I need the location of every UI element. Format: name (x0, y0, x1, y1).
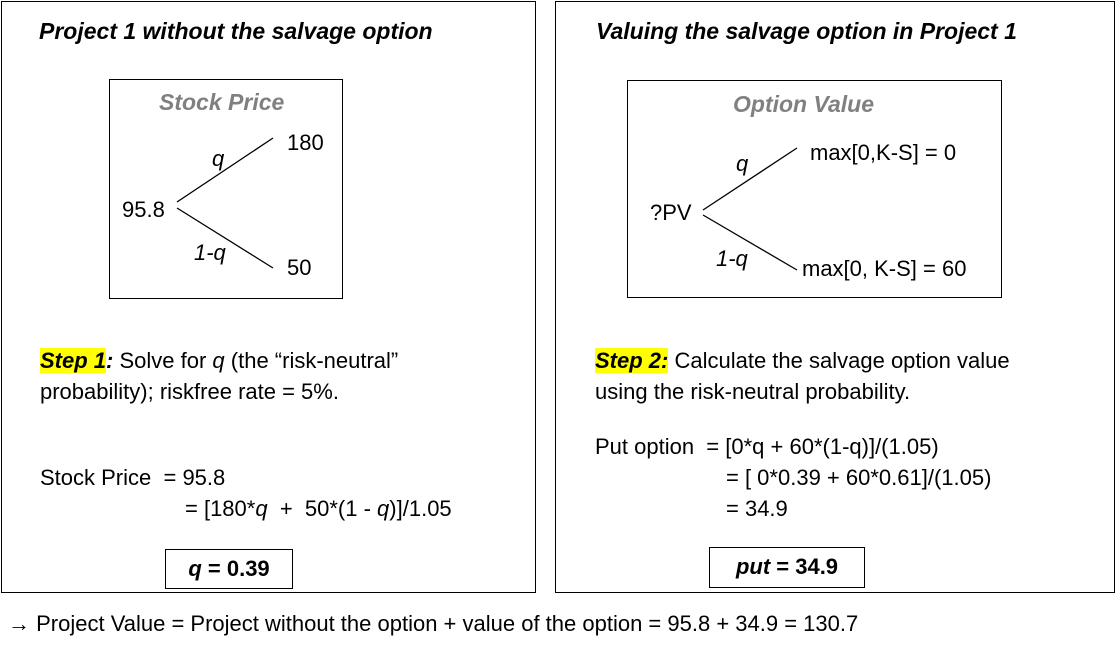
step1-text: Step 1: Solve for q (the “risk-neutral” (40, 348, 398, 374)
stock-price-equation-1: Stock Price = 95.8 (40, 465, 226, 490)
put-option-equation-2: = [ 0*0.39 + 60*0.61]/(1.05) (726, 465, 992, 490)
left-panel-title: Project 1 without the salvage option (39, 18, 433, 44)
q-result-var: q (188, 556, 202, 581)
option-up-value: max[0,K-S] = 0 (810, 140, 957, 165)
put-option-equation-3: = 34.9 (726, 496, 788, 521)
option-root-value: ?PV (650, 200, 692, 225)
stock-root-value: 95.8 (122, 197, 165, 222)
stock-down-prob-label: 1-q (194, 240, 226, 265)
stock-up-prob-label: q (212, 146, 225, 171)
eq2-part-b: + 50*(1 - (267, 496, 378, 521)
q-result-box: q = 0.39 (165, 549, 293, 589)
option-down-branch-line (702, 214, 798, 271)
step1-q: q (212, 348, 225, 373)
eq2-part-a: = [180* (185, 496, 256, 521)
up-branch-line (176, 137, 274, 203)
step1-text-2: (the “risk-neutral” (224, 348, 399, 373)
put-result-value: = 34.9 (770, 554, 839, 579)
option-down-value: max[0, K-S] = 60 (802, 256, 967, 281)
option-value-tree-title: Option Value (733, 91, 874, 117)
project-value-summary: → Project Value = Project without the op… (8, 611, 859, 636)
eq2-part-c: )]/1.05 (389, 496, 452, 521)
put-option-equation-1: Put option = [0*q + 60*(1-q)]/(1.05) (595, 434, 939, 459)
step2-text-1: Calculate the salvage option value (668, 348, 1010, 373)
stock-price-equation-2: = [180*q + 50*(1 - q)]/1.05 (185, 496, 452, 522)
stock-down-value: 50 (287, 255, 312, 280)
stock-price-tree-title: Stock Price (159, 89, 285, 115)
down-branch-line (176, 207, 274, 269)
step2-line2: using the risk-neutral probability. (595, 379, 911, 404)
step2-label: Step 2: (595, 348, 669, 373)
put-result-box: put = 34.9 (709, 547, 865, 588)
stock-up-value: 180 (287, 130, 324, 155)
right-panel-title: Valuing the salvage option in Project 1 (596, 18, 1017, 44)
stock-price-tree-box (109, 79, 343, 299)
step1-text-1: Solve for (113, 348, 213, 373)
option-value-tree-box (627, 80, 1002, 298)
step1-line2: probability); riskfree rate = 5%. (40, 379, 339, 404)
option-up-branch-line (702, 147, 798, 211)
step2-text: Step 2: Calculate the salvage option val… (595, 348, 1010, 374)
step1-label: Step 1 (40, 348, 107, 373)
put-result-var: put (735, 554, 771, 579)
left-panel (1, 1, 536, 593)
eq2-q2: q (377, 496, 390, 521)
option-down-prob-label: 1-q (716, 246, 748, 271)
step1-colon: : (106, 348, 114, 373)
eq2-q1: q (255, 496, 268, 521)
right-panel (555, 1, 1115, 593)
option-up-prob-label: q (736, 151, 749, 176)
q-result-value: = 0.39 (201, 556, 270, 581)
